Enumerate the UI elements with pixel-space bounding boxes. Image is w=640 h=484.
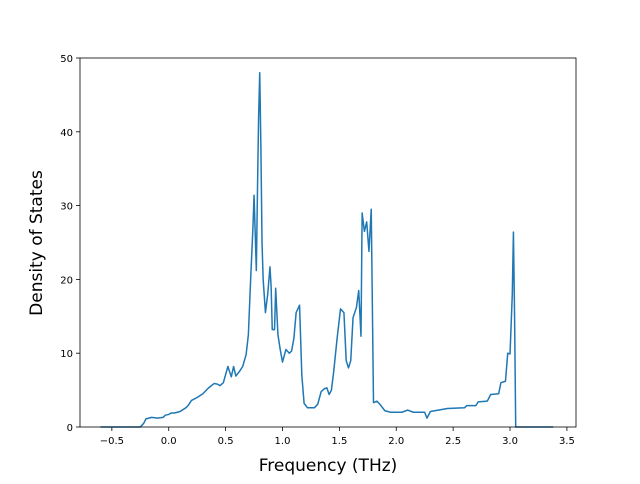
plot-frame xyxy=(79,57,577,428)
x-tick-label: 0.5 xyxy=(218,436,234,447)
x-tick-label: −0.5 xyxy=(100,436,124,447)
line-series xyxy=(100,72,554,428)
x-tick-label: 3.0 xyxy=(502,436,518,447)
y-tick-label: 20 xyxy=(60,275,73,286)
x-tick-label: 1.0 xyxy=(275,436,291,447)
x-axis-label: Frequency (THz) xyxy=(259,456,398,476)
y-tick-label: 0 xyxy=(67,423,73,434)
y-tick-label: 10 xyxy=(60,349,73,360)
y-axis-label: Density of States xyxy=(27,170,47,316)
x-tick-label: 0.0 xyxy=(161,436,177,447)
x-tick-label: 3.5 xyxy=(559,436,575,447)
y-tick-label: 40 xyxy=(60,128,73,139)
x-tick-label: 1.5 xyxy=(331,436,347,447)
y-tick-label: 30 xyxy=(60,202,73,213)
y-tick-label: 50 xyxy=(60,54,73,65)
x-tick-label: 2.5 xyxy=(445,436,461,447)
x-tick-label: 2.0 xyxy=(388,436,404,447)
